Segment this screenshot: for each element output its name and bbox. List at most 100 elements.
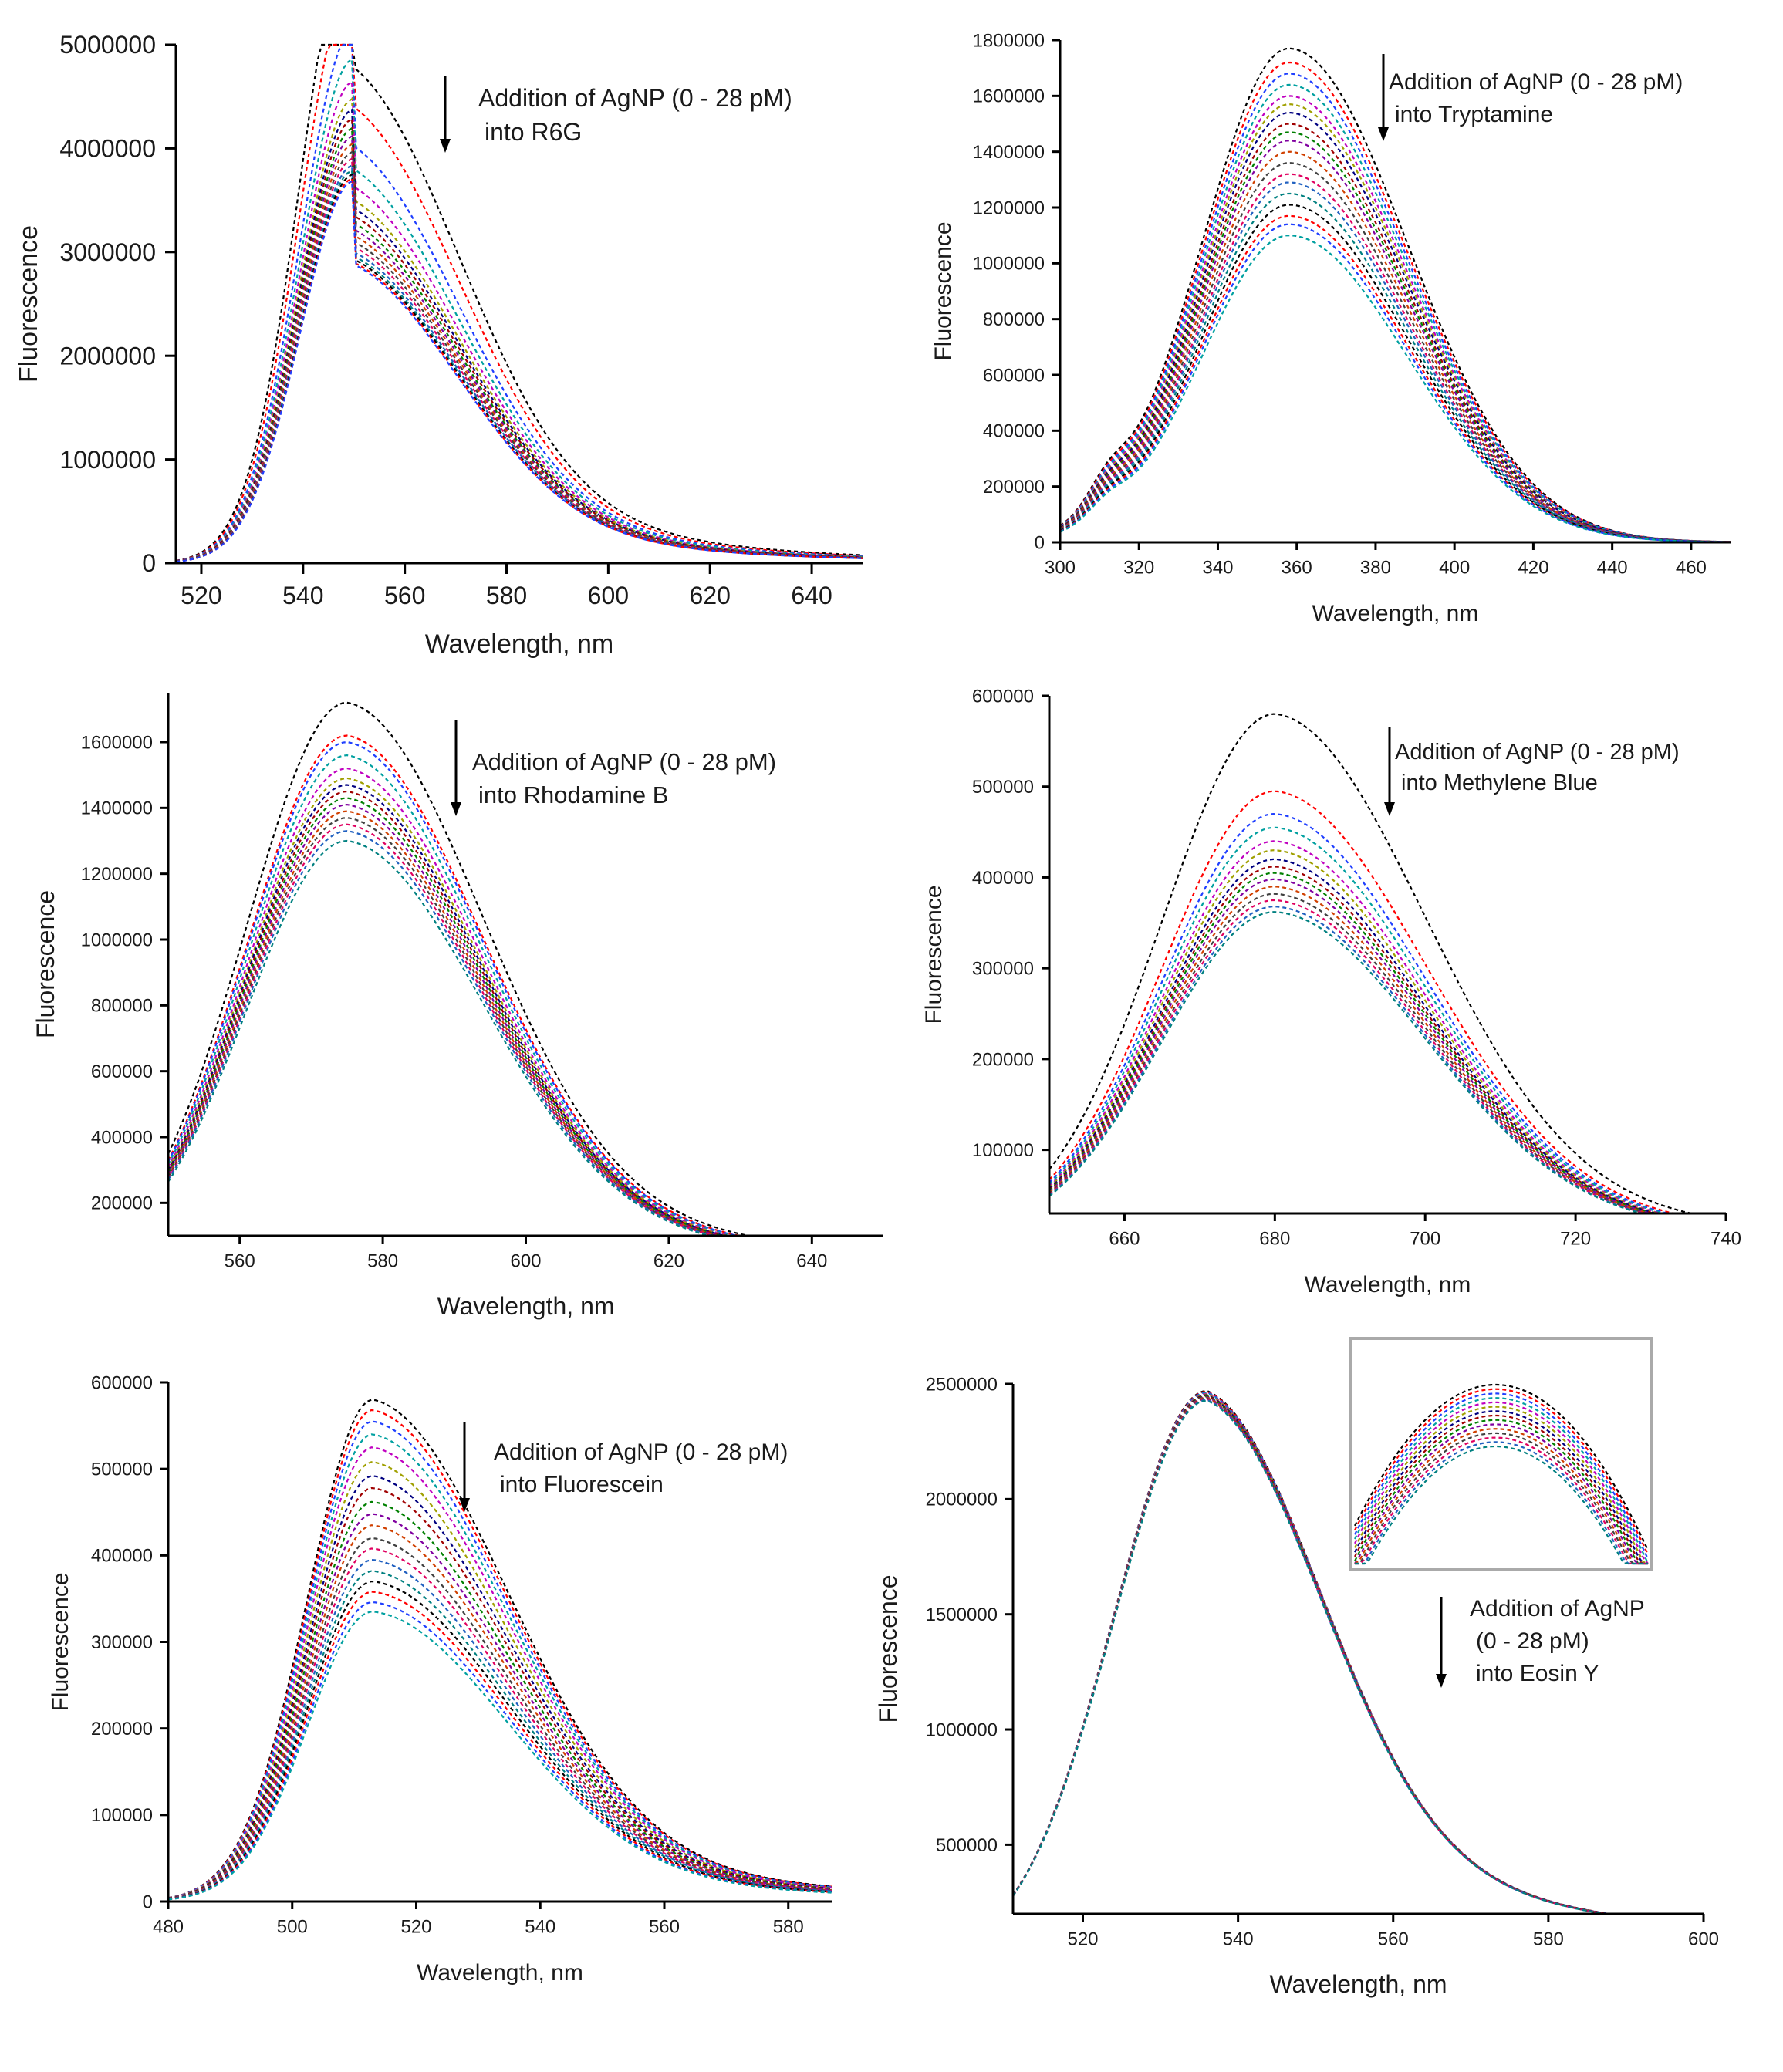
y-tick-label: 100000 bbox=[91, 1805, 153, 1826]
series-line-1 bbox=[175, 43, 863, 562]
y-tick-label: 1200000 bbox=[973, 197, 1045, 218]
series-line-7 bbox=[1049, 858, 1726, 1215]
x-tick-label: 720 bbox=[1560, 1228, 1591, 1249]
annotation-text: Addition of AgNP (0 - 28 pM) bbox=[1395, 740, 1680, 764]
inset-series-line-13 bbox=[1355, 1436, 1648, 1565]
inset-series-line-14 bbox=[1355, 1441, 1648, 1565]
y-tick-label: 0 bbox=[1035, 532, 1045, 553]
series-line-8 bbox=[1049, 866, 1726, 1215]
annotation-text: Addition of AgNP (0 - 28 pM) bbox=[494, 1439, 788, 1465]
series-line-3 bbox=[1059, 73, 1731, 543]
annotation-arrowhead bbox=[440, 139, 451, 153]
series-line-7 bbox=[175, 108, 863, 562]
y-tick-label: 1000000 bbox=[59, 446, 156, 474]
series-line-7 bbox=[1059, 111, 1731, 543]
x-tick-label: 400 bbox=[1439, 557, 1470, 578]
series-line-2 bbox=[1049, 790, 1726, 1215]
series-line-18 bbox=[175, 180, 863, 563]
series-line-14 bbox=[1049, 905, 1726, 1215]
series-line-15 bbox=[167, 1570, 832, 1900]
series-line-17 bbox=[1059, 214, 1731, 543]
inset-frame bbox=[1349, 1337, 1653, 1571]
series-line-13 bbox=[1059, 173, 1731, 543]
inset-series-line-12 bbox=[1355, 1432, 1648, 1565]
x-tick-label: 600 bbox=[510, 1250, 541, 1271]
series-line-6 bbox=[167, 777, 883, 1237]
y-tick-label: 200000 bbox=[91, 1719, 153, 1740]
series-line-4 bbox=[1049, 826, 1726, 1215]
series-line-15 bbox=[167, 839, 883, 1237]
y-axis-label: Fluorescence bbox=[32, 890, 59, 1038]
x-tick-label: 380 bbox=[1360, 557, 1391, 578]
x-tick-label: 580 bbox=[1533, 1929, 1564, 1949]
y-axis-label: Fluorescence bbox=[921, 885, 947, 1024]
annotation-arrowhead bbox=[1436, 1674, 1447, 1688]
inset-series-line-8 bbox=[1354, 1414, 1648, 1565]
y-tick-label: 300000 bbox=[972, 959, 1034, 980]
series-line-11 bbox=[1059, 150, 1731, 543]
x-tick-label: 560 bbox=[1378, 1929, 1409, 1949]
x-tick-label: 640 bbox=[791, 582, 832, 609]
inset-series-line-5 bbox=[1354, 1401, 1649, 1564]
x-tick-label: 700 bbox=[1410, 1228, 1440, 1249]
series-line-2 bbox=[167, 734, 883, 1237]
series-line-10 bbox=[167, 1513, 832, 1900]
series-line-16 bbox=[1059, 204, 1731, 543]
y-tick-label: 1200000 bbox=[81, 864, 153, 885]
series-line-11 bbox=[1049, 886, 1726, 1215]
annotation-text: into Fluorescein bbox=[500, 1472, 664, 1497]
series-group bbox=[175, 43, 863, 563]
y-tick-label: 100000 bbox=[972, 1140, 1034, 1161]
y-tick-label: 800000 bbox=[91, 996, 153, 1017]
y-tick-label: 600000 bbox=[91, 1061, 153, 1082]
annotation-text: (0 - 28 pM) bbox=[1476, 1628, 1589, 1654]
x-axis-label: Wavelength, nm bbox=[417, 1960, 583, 1986]
chart-fluorescein: 480 500 520 540 560 580 0 100000 200000 300000 400… bbox=[48, 1372, 832, 1986]
series-line-6 bbox=[1049, 849, 1726, 1215]
series-line-8 bbox=[175, 117, 863, 562]
series-line-13 bbox=[167, 1547, 832, 1900]
y-tick-label: 600000 bbox=[972, 686, 1034, 707]
annotation-text: Addition of AgNP (0 - 28 pM) bbox=[478, 84, 792, 112]
series-group bbox=[1012, 1389, 1704, 1915]
x-axis-label: Wavelength, nm bbox=[437, 1292, 614, 1320]
series-line-10 bbox=[1059, 140, 1731, 543]
series-line-17 bbox=[175, 177, 863, 563]
annotation-text: Addition of AgNP bbox=[1470, 1596, 1645, 1621]
y-tick-label: 2500000 bbox=[926, 1374, 998, 1395]
inset-series-line-15 bbox=[1355, 1445, 1648, 1565]
series-line-14 bbox=[1059, 181, 1731, 543]
y-tick-label: 0 bbox=[142, 549, 156, 577]
y-tick-label: 800000 bbox=[983, 309, 1045, 330]
y-tick-label: 1400000 bbox=[973, 142, 1045, 163]
x-axis-label: Wavelength, nm bbox=[425, 629, 613, 659]
series-line-15 bbox=[175, 169, 863, 563]
x-tick-label: 440 bbox=[1597, 557, 1628, 578]
y-tick-label: 500000 bbox=[936, 1835, 998, 1856]
annotation-text: Addition of AgNP (0 - 28 pM) bbox=[1389, 69, 1683, 95]
y-tick-label: 500000 bbox=[91, 1460, 153, 1480]
x-tick-label: 480 bbox=[153, 1916, 184, 1937]
x-tick-label: 600 bbox=[1688, 1929, 1719, 1949]
y-tick-label: 400000 bbox=[983, 421, 1045, 442]
y-tick-label: 1000000 bbox=[81, 930, 153, 950]
x-tick-label: 620 bbox=[690, 582, 731, 609]
y-tick-label: 400000 bbox=[91, 1546, 153, 1567]
series-line-6 bbox=[167, 1461, 832, 1899]
x-tick-label: 580 bbox=[367, 1250, 398, 1271]
series-line-1 bbox=[1049, 713, 1726, 1215]
series-group bbox=[167, 1399, 832, 1901]
x-tick-label: 560 bbox=[384, 582, 425, 609]
series-line-5 bbox=[167, 1446, 832, 1899]
x-tick-label: 520 bbox=[1067, 1929, 1098, 1949]
inset-series-line-3 bbox=[1354, 1392, 1649, 1560]
x-tick-label: 520 bbox=[181, 582, 221, 609]
series-line-11 bbox=[167, 1524, 832, 1900]
series-line-9 bbox=[175, 127, 863, 562]
y-tick-label: 1600000 bbox=[81, 732, 153, 753]
inset-series-line-11 bbox=[1354, 1428, 1648, 1565]
series-line-16 bbox=[175, 173, 863, 563]
series-line-13 bbox=[175, 157, 863, 563]
x-tick-label: 540 bbox=[282, 582, 323, 609]
